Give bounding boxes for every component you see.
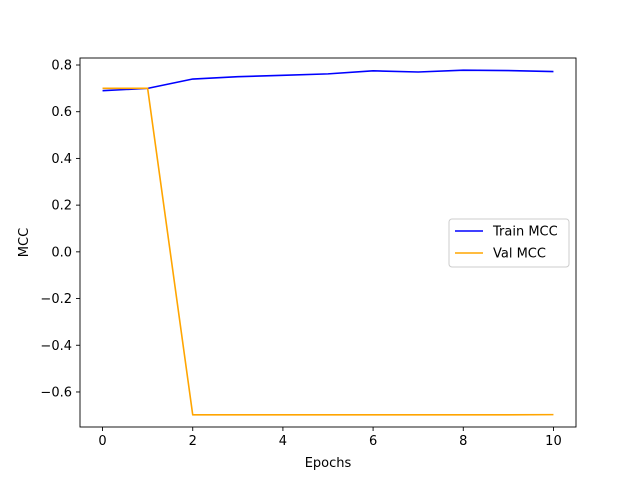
y-tick-label: 0.6 [51, 105, 72, 120]
x-axis-label: Epochs [305, 456, 352, 471]
x-tick-label: 4 [279, 434, 287, 449]
y-tick-label: −0.6 [40, 385, 72, 400]
y-tick-label: −0.2 [40, 292, 72, 307]
x-tick-label: 2 [189, 434, 197, 449]
y-tick-label: 0.8 [51, 59, 72, 74]
y-tick-label: −0.4 [40, 339, 72, 354]
y-axis-label: MCC [17, 228, 32, 257]
series-line-val-mcc [102, 87, 554, 416]
legend: Train MCC Val MCC [448, 218, 570, 268]
y-tick-label: 0.4 [51, 152, 72, 167]
series-line-train-mcc [102, 69, 554, 92]
x-tick-label: 0 [98, 434, 106, 449]
x-tick-label: 8 [459, 434, 467, 449]
legend-label-train-mcc: Train MCC [492, 225, 558, 240]
x-tick-label: 10 [545, 434, 562, 449]
y-tick-label: 0.2 [51, 199, 72, 214]
series-layer [102, 69, 554, 416]
y-tick-label: 0.0 [51, 245, 72, 260]
axes-frame [79, 57, 577, 428]
legend-label-val-mcc: Val MCC [493, 247, 546, 262]
x-tick-label: 6 [369, 434, 377, 449]
axes-layer: 0 2 4 6 8 10 −0.6 −0.4 −0.2 0.0 0.2 0.4 0.6 0.8 [40, 57, 577, 449]
